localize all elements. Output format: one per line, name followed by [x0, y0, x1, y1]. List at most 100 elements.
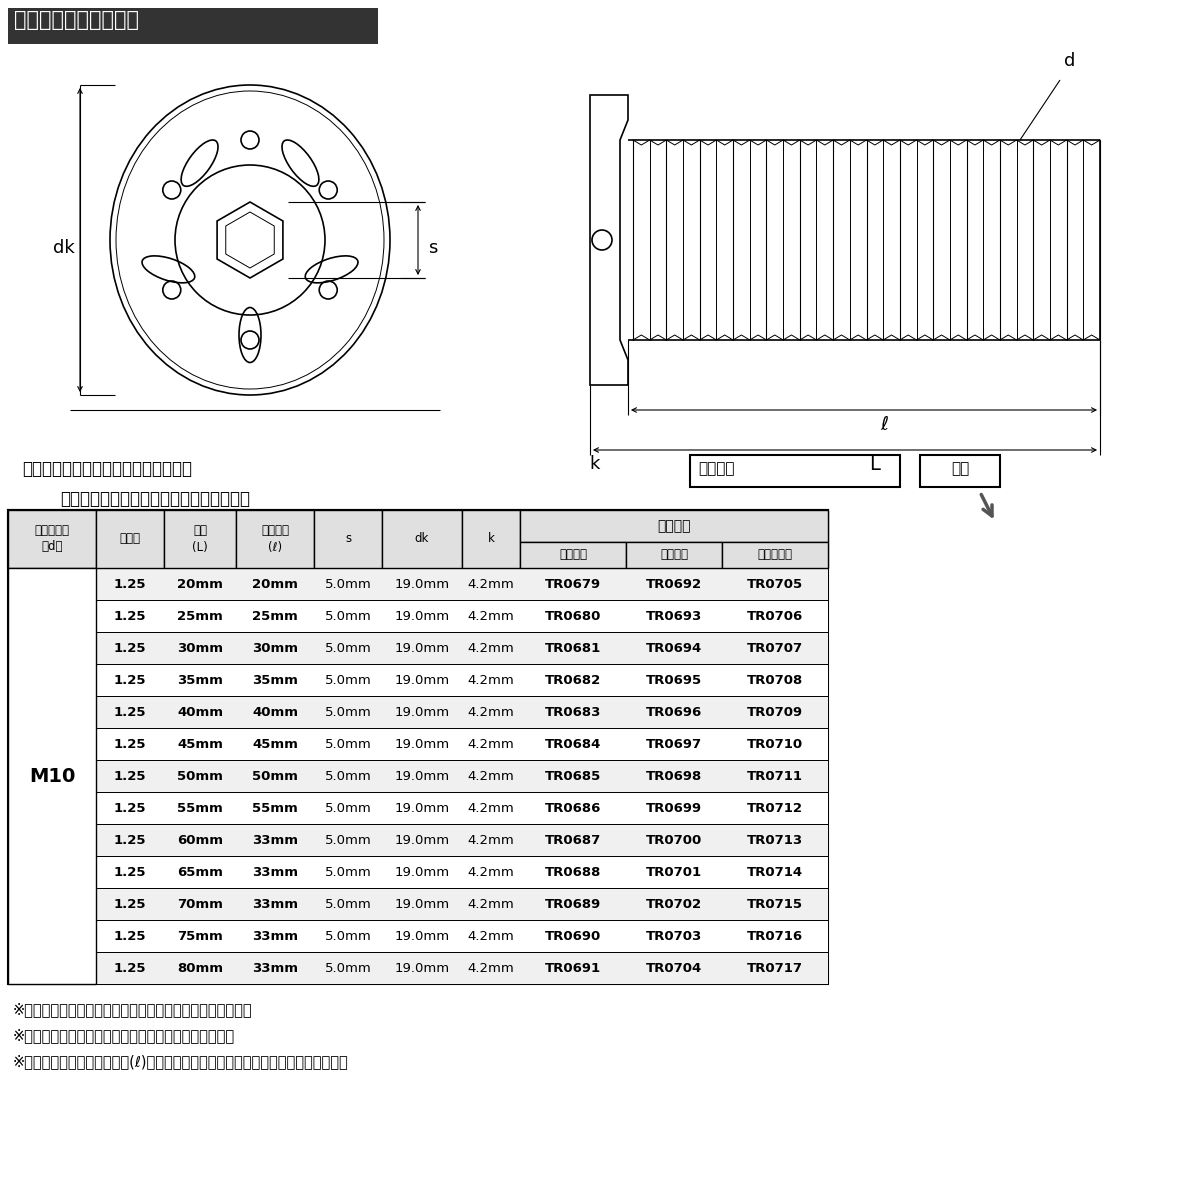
Text: 19.0mm: 19.0mm — [395, 706, 450, 719]
Text: TR0697: TR0697 — [646, 738, 702, 750]
Text: TR0709: TR0709 — [746, 706, 803, 719]
Text: 55mm: 55mm — [178, 802, 223, 815]
Bar — [96, 510, 164, 568]
Bar — [722, 542, 828, 568]
Text: TR0691: TR0691 — [545, 961, 601, 974]
Text: 1.25: 1.25 — [114, 961, 146, 974]
Text: d: d — [1064, 52, 1075, 70]
Text: ゴールド: ゴールド — [660, 548, 688, 562]
Text: 4.2mm: 4.2mm — [468, 865, 515, 878]
Text: 1.25: 1.25 — [114, 577, 146, 590]
Text: s: s — [428, 239, 437, 257]
Text: ※記載の重量は平均値です。個体により誤差がございます。: ※記載の重量は平均値です。個体により誤差がございます。 — [13, 1002, 253, 1018]
Text: ℓ: ℓ — [880, 415, 888, 434]
Text: 25mm: 25mm — [252, 610, 298, 623]
Text: 55mm: 55mm — [252, 802, 298, 815]
Text: TR0680: TR0680 — [545, 610, 601, 623]
Bar — [314, 510, 382, 568]
Text: 19.0mm: 19.0mm — [395, 865, 450, 878]
Text: 1.25: 1.25 — [114, 642, 146, 654]
Text: TR0698: TR0698 — [646, 769, 702, 782]
Text: 1.25: 1.25 — [114, 610, 146, 623]
Text: 1.25: 1.25 — [114, 673, 146, 686]
Bar — [8, 510, 828, 568]
Text: 19.0mm: 19.0mm — [395, 738, 450, 750]
Text: 4.2mm: 4.2mm — [468, 738, 515, 750]
Text: TR0695: TR0695 — [646, 673, 702, 686]
Text: 50mm: 50mm — [252, 769, 298, 782]
Text: TR0689: TR0689 — [545, 898, 601, 911]
Text: シルバー: シルバー — [559, 548, 587, 562]
Text: 1.25: 1.25 — [114, 738, 146, 750]
Text: 4.2mm: 4.2mm — [468, 802, 515, 815]
Text: 4.2mm: 4.2mm — [468, 898, 515, 911]
Text: TR0683: TR0683 — [545, 706, 601, 719]
Bar — [8, 952, 828, 984]
Text: 60mm: 60mm — [178, 834, 223, 846]
Text: 19.0mm: 19.0mm — [395, 673, 450, 686]
Bar — [8, 600, 828, 632]
Bar — [8, 632, 828, 664]
Text: 30mm: 30mm — [252, 642, 298, 654]
Text: 20mm: 20mm — [178, 577, 223, 590]
Text: TR0692: TR0692 — [646, 577, 702, 590]
Text: 30mm: 30mm — [178, 642, 223, 654]
Text: 19.0mm: 19.0mm — [395, 610, 450, 623]
Text: TR0688: TR0688 — [545, 865, 601, 878]
Text: 1.25: 1.25 — [114, 930, 146, 942]
Bar — [8, 792, 828, 824]
Text: 5.0mm: 5.0mm — [325, 642, 371, 654]
Bar — [8, 856, 828, 888]
Text: 4.2mm: 4.2mm — [468, 930, 515, 942]
Bar — [8, 728, 828, 760]
Text: 4.2mm: 4.2mm — [468, 706, 515, 719]
Bar — [236, 510, 314, 568]
Text: TR0693: TR0693 — [646, 610, 702, 623]
Text: 35mm: 35mm — [252, 673, 298, 686]
Text: 19.0mm: 19.0mm — [395, 769, 450, 782]
Bar — [8, 824, 828, 856]
Text: 1.25: 1.25 — [114, 834, 146, 846]
Text: 1.25: 1.25 — [114, 769, 146, 782]
Text: M10: M10 — [29, 767, 76, 786]
Bar — [8, 568, 96, 984]
Text: 焼きチタン: 焼きチタン — [757, 548, 792, 562]
Text: 80mm: 80mm — [178, 961, 223, 974]
Text: TR0681: TR0681 — [545, 642, 601, 654]
Text: 33mm: 33mm — [252, 834, 298, 846]
Text: L: L — [870, 455, 881, 474]
Text: TR0679: TR0679 — [545, 577, 601, 590]
Bar — [520, 542, 626, 568]
Text: k: k — [590, 455, 600, 473]
Text: 4.2mm: 4.2mm — [468, 834, 515, 846]
Text: TR0710: TR0710 — [746, 738, 803, 750]
Bar — [8, 888, 828, 920]
Text: 5.0mm: 5.0mm — [325, 802, 371, 815]
Text: TR0700: TR0700 — [646, 834, 702, 846]
Text: ※虹色は個体差により着色が異なる場合がございます。: ※虹色は個体差により着色が異なる場合がございます。 — [13, 1028, 235, 1043]
Text: 75mm: 75mm — [178, 930, 223, 942]
Text: TR0713: TR0713 — [746, 834, 803, 846]
Text: TR0714: TR0714 — [746, 865, 803, 878]
Text: 5.0mm: 5.0mm — [325, 706, 371, 719]
Text: TR0690: TR0690 — [545, 930, 601, 942]
Text: 35mm: 35mm — [178, 673, 223, 686]
Text: 65mm: 65mm — [178, 865, 223, 878]
Text: 当店品番: 当店品番 — [658, 518, 691, 533]
Bar — [164, 510, 236, 568]
Bar — [520, 510, 828, 542]
Text: TR0686: TR0686 — [545, 802, 601, 815]
Bar — [690, 455, 900, 487]
Bar — [920, 455, 1000, 487]
Text: 20mm: 20mm — [252, 577, 298, 590]
Text: 19.0mm: 19.0mm — [395, 930, 450, 942]
Text: 25mm: 25mm — [178, 610, 223, 623]
Text: k: k — [487, 533, 494, 546]
Text: TR0699: TR0699 — [646, 802, 702, 815]
Text: 4.2mm: 4.2mm — [468, 769, 515, 782]
Bar — [8, 510, 96, 568]
Text: お探しの商品に素早くアクセスできます。: お探しの商品に素早くアクセスできます。 — [60, 490, 250, 508]
Text: TR0704: TR0704 — [646, 961, 702, 974]
Bar — [8, 920, 828, 952]
Bar — [8, 8, 378, 44]
